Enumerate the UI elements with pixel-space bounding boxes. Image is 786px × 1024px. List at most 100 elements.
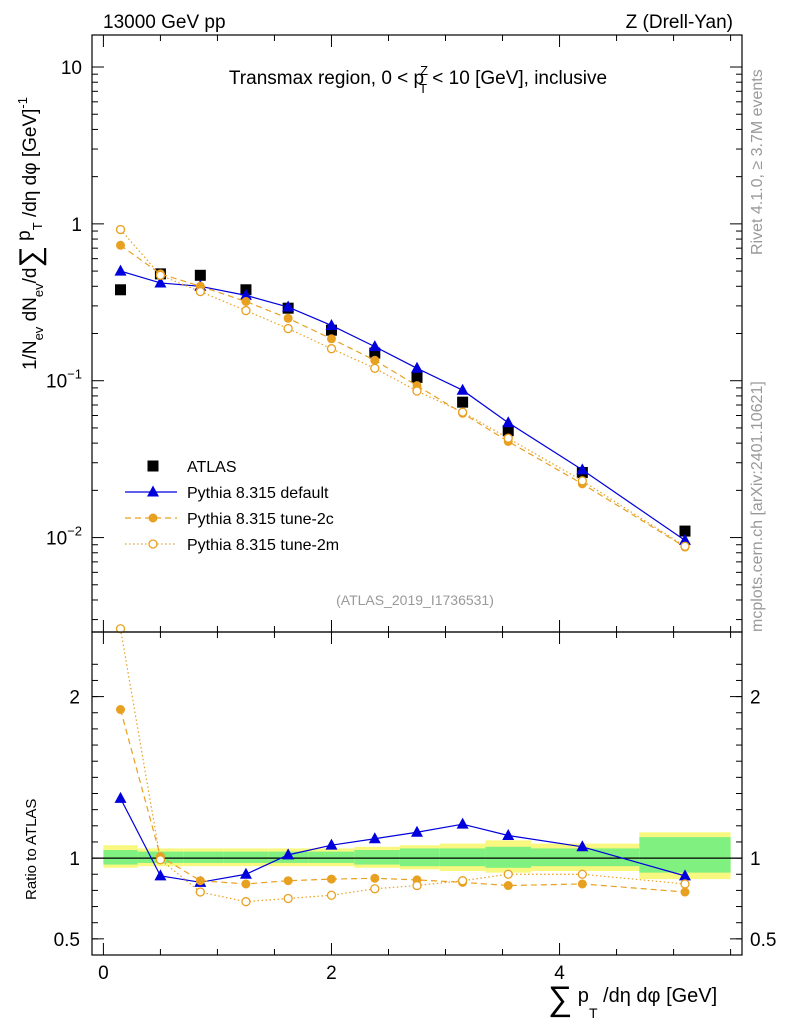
ratio-point-pythia-8-315-tune-2c [283, 876, 293, 886]
ratio-line-pythia-8-315-tune-2m [119, 628, 686, 903]
ratio-point-pythia-8-315-tune-2m [577, 869, 588, 879]
legend-label-atlas: ATLAS [187, 459, 237, 476]
plot-title-a: Transmax region, 0 < p [229, 68, 424, 89]
x-tick-label: 0 [98, 963, 109, 984]
ylabel-e: /d [20, 268, 41, 284]
ratio-point-pythia-8-315-tune-2m [412, 880, 422, 891]
ratio-point-pythia-8-315-tune-2m [195, 887, 205, 897]
legend: ATLAS Pythia 8.315 default Pythia 8.315 tu… [125, 459, 339, 554]
ratio-point-pythia-8-315-default [502, 828, 515, 840]
point-pythia-8-315-default [154, 276, 167, 288]
point-atlas [115, 284, 127, 296]
y-tick-label: 1 [71, 215, 82, 236]
x-axis-label: ∑ pT /dη dφ [GeV] [548, 980, 717, 1021]
ratio-point-pythia-8-315-tune-2c [503, 881, 513, 891]
point-pythia-8-315-default [456, 383, 469, 395]
ratio-frame [91, 631, 743, 956]
band-inner [103, 850, 138, 865]
ratio-y-axis-label: Ratio to ATLAS [23, 799, 40, 900]
ylabel-sum: ∑ [14, 246, 47, 267]
point-pythia-8-315-tune-2m [457, 407, 468, 417]
ylabel-h: /dη dφ [GeV] [20, 109, 41, 223]
header-left: 13000 GeV pp [103, 12, 226, 33]
ratio-point-pythia-8-315-default [456, 817, 469, 829]
ratio-point-pythia-8-315-default [368, 832, 381, 844]
ylabel-a: 1/N [20, 340, 41, 370]
ratio-point-pythia-8-315-tune-2m [155, 855, 166, 865]
ratio-point-pythia-8-315-default [239, 867, 252, 879]
point-pythia-8-315-default [114, 264, 127, 276]
band-inner [308, 851, 355, 863]
ratio-y-tick-label: 1 [69, 849, 80, 870]
ylabel-f: p [14, 230, 35, 246]
point-pythia-8-315-tune-2m [577, 476, 588, 486]
point-pythia-8-315-default [678, 533, 691, 545]
point-atlas [325, 324, 337, 336]
point-pythia-8-315-tune-2m [283, 323, 293, 334]
band-inner [439, 848, 486, 867]
band-inner [399, 848, 440, 867]
ratio-point-pythia-8-315-tune-2c [241, 879, 251, 889]
y-tick-label-exp: −1 [67, 367, 82, 382]
main-series [114, 224, 691, 552]
point-atlas [411, 371, 423, 383]
ratio-y-tick-label-right: 1 [750, 849, 761, 870]
point-pythia-8-315-tune-2m [680, 541, 690, 551]
point-pythia-8-315-default [239, 288, 252, 300]
legend-marker-pythia-8-315-default [147, 485, 159, 497]
ylabel-d: ev [31, 283, 46, 297]
legend-label-pythia-8-315-tune-2c: Pythia 8.315 tune-2c [187, 511, 334, 528]
point-pythia-8-315-tune-2c [370, 355, 380, 365]
plot-title-b: < 10 [GeV], inclusive [427, 68, 607, 89]
legend-marker-pythia-8-315-tune-2m [148, 539, 158, 549]
xlabel-b: /dη dφ [GeV] [598, 985, 718, 1007]
rivet-version-label: Rivet 4.1.0, ≥ 3.7M events [749, 69, 766, 255]
ratio-series [114, 624, 691, 907]
legend-marker-pythia-8-315-tune-2c [148, 513, 158, 523]
y-tick-label-exp: −2 [67, 524, 82, 539]
point-pythia-8-315-tune-2c [283, 313, 293, 323]
point-pythia-8-315-default [502, 416, 515, 428]
ylabel-b: ev [31, 326, 46, 340]
main-y-axis-label: 1/Nev dNev/d∑ pT /dη dφ [GeV]-1 [14, 97, 47, 370]
ratio-point-pythia-8-315-tune-2m [680, 879, 690, 889]
ratio-point-pythia-8-315-tune-2c [326, 874, 336, 884]
y-tick-label: 10−2 [46, 524, 82, 550]
legend-label-pythia-8-315-default: Pythia 8.315 default [187, 485, 329, 502]
ratio-point-pythia-8-315-tune-2m [503, 869, 513, 879]
ratio-point-pythia-8-315-tune-2m [241, 897, 251, 907]
ratio-line-pythia-8-315-tune-2c [119, 709, 686, 893]
legend-label-pythia-8-315-tune-2m: Pythia 8.315 tune-2m [187, 537, 339, 554]
ratio-point-pythia-8-315-tune-2m [283, 893, 293, 904]
ratio-uncertainty-bands [103, 832, 731, 880]
point-pythia-8-315-tune-2m [241, 305, 251, 316]
ratio-y-tick-label: 0.5 [54, 930, 80, 951]
ratio-point-pythia-8-315-tune-2m [115, 624, 126, 634]
plot-title-sup: Z [420, 63, 428, 78]
point-pythia-8-315-tune-2c [116, 240, 126, 250]
y-tick-label: 10 [61, 58, 82, 79]
point-pythia-8-315-tune-2c [326, 334, 336, 344]
point-pythia-8-315-tune-2m [155, 270, 166, 280]
band-inner [531, 848, 640, 867]
mcplots-label: mcplots.cern.ch [arXiv:2401.10621] [749, 381, 766, 632]
ratio-point-pythia-8-315-tune-2c [370, 873, 380, 883]
legend-marker-atlas [147, 460, 159, 472]
ratio-point-pythia-8-315-tune-2c [195, 876, 205, 886]
point-pythia-8-315-default [282, 300, 295, 312]
point-atlas [679, 525, 691, 537]
point-pythia-8-315-default [368, 340, 381, 352]
ratio-point-pythia-8-315-default [325, 838, 338, 850]
xlabel-a: p [572, 985, 589, 1007]
point-atlas [502, 425, 514, 437]
band-inner [183, 851, 224, 863]
ratio-point-pythia-8-315-default [576, 840, 589, 852]
xlabel-sub: T [589, 1005, 598, 1021]
ratio-point-pythia-8-315-default [114, 791, 127, 803]
ratio-panel: 2 2 1 1 0.5 0.5 0 2 4 Ratio to ATLAS ∑ pT /dη dφ… [23, 624, 776, 1021]
x-tick-label: 4 [554, 963, 565, 984]
ylabel-c: dN [20, 297, 41, 327]
series-line-pythia-8-315-tune-2c [120, 244, 686, 548]
